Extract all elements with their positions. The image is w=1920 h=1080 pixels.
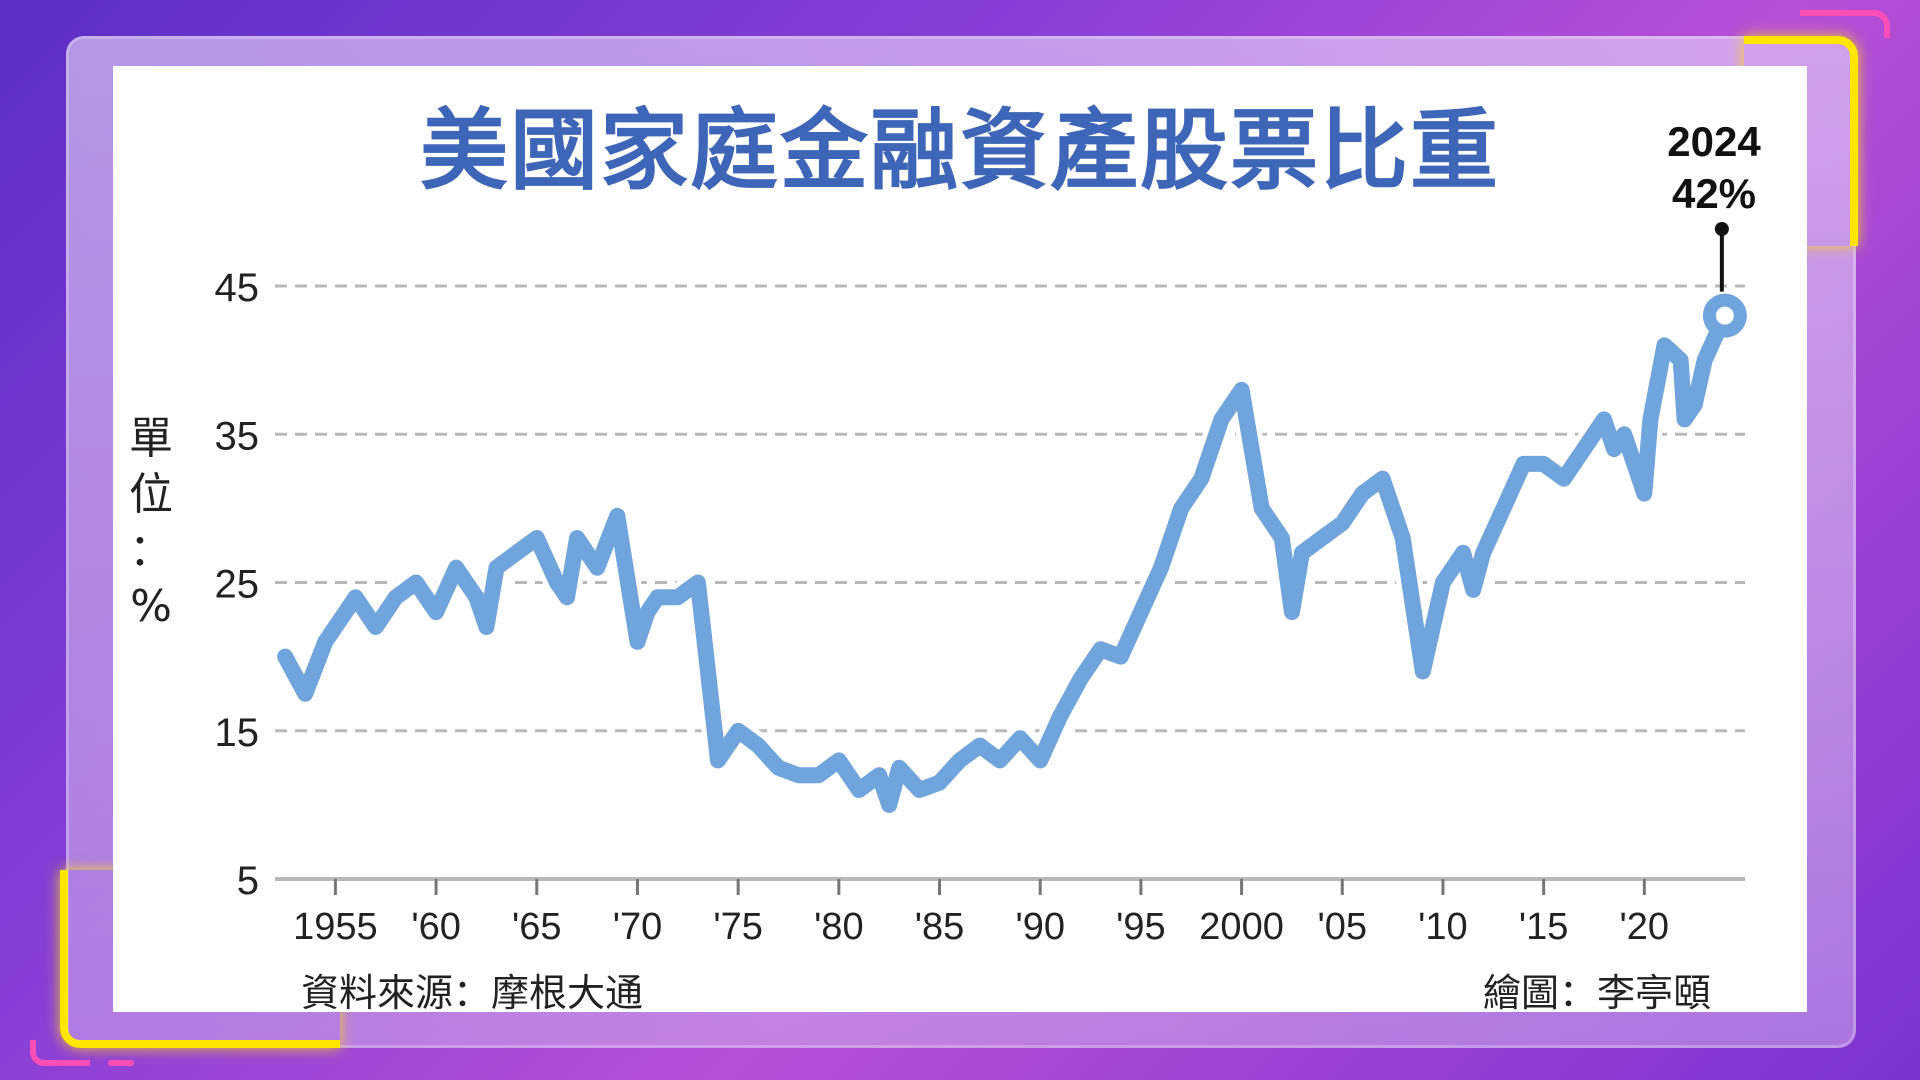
corner-bracket-decoration	[1744, 36, 1858, 246]
annotation-value: 42%	[1671, 170, 1757, 217]
x-tick-label: 1955	[293, 906, 378, 948]
chart-title: 美國家庭金融資產股票比重	[419, 99, 1500, 202]
y-axis-unit-label: 單 位 ： %	[129, 413, 173, 632]
latest-value-annotation: 2024 42%	[1629, 116, 1799, 220]
credit-note: 繪圖：李亭頤	[1483, 971, 1712, 1015]
corner-bracket-decoration	[60, 870, 340, 1048]
x-tick-label: '75	[713, 906, 763, 948]
series-line	[277, 307, 1733, 813]
corner-accent-decoration	[30, 1040, 90, 1066]
end-point-marker-center	[1715, 306, 1734, 325]
corner-accent-decoration	[1800, 10, 1890, 38]
x-tick-label: 2000	[1199, 906, 1284, 948]
annotation-leader-dot	[1714, 222, 1729, 236]
source-note: 資料來源：摩根大通	[301, 971, 644, 1015]
x-tick-label: '65	[512, 906, 562, 948]
y-tick-label: 35	[215, 414, 260, 458]
y-tick-label: 15	[215, 711, 260, 755]
x-tick-label: '10	[1418, 906, 1468, 948]
x-tick-label: '60	[411, 906, 461, 948]
x-tick-label: '20	[1620, 906, 1670, 948]
y-tick-label: 25	[215, 563, 260, 607]
annotation-year: 2024	[1667, 118, 1761, 165]
y-tick-label: 45	[215, 266, 260, 310]
x-tick-label: '70	[613, 906, 663, 948]
chart-panel: 美國家庭金融資產股票比重 單 位 ： % 2024 42% 45 35 25 15 5 1…	[113, 66, 1807, 1015]
x-tick-label: '05	[1317, 906, 1367, 948]
corner-accent-decoration	[108, 1060, 134, 1066]
x-tick-label: '15	[1519, 906, 1569, 948]
x-tick-label: '85	[915, 906, 965, 948]
line-chart: 45 35 25 15 5 1955 '60 '65 '70 '75 '80 '85 '90 '95 200…	[215, 222, 1747, 948]
x-tick-label: '95	[1116, 906, 1166, 948]
y-tick-label: 5	[237, 859, 259, 903]
x-tick-label: '80	[814, 906, 864, 948]
x-tick-label: '90	[1015, 906, 1065, 948]
